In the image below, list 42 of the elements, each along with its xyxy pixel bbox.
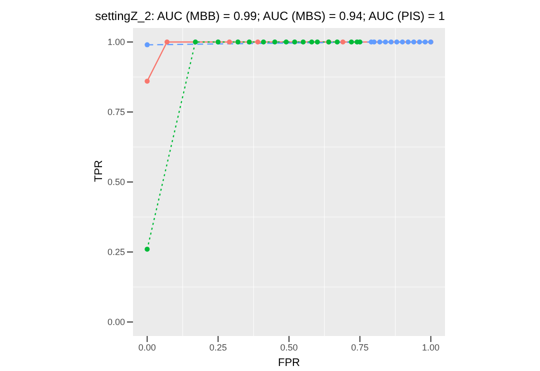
chart-title: settingZ_2: AUC (MBB) = 0.99; AUC (MBS) = 0.94; AUC (PIS) = 1 (94, 8, 446, 24)
point (300, 40, 306, 44)
x-tick-label: 1.00 (422, 342, 440, 352)
point (416, 40, 422, 44)
point (314, 40, 320, 44)
point (382, 40, 388, 44)
x-tick-label: 0.50 (280, 342, 298, 352)
point (340, 40, 346, 44)
point (348, 40, 354, 44)
y-tick-label: 0.25 (107, 247, 125, 258)
x-tick-label: 0.25 (209, 342, 227, 352)
point (235, 40, 240, 44)
point (406, 40, 411, 44)
point (388, 40, 394, 44)
point (255, 40, 260, 44)
point (394, 40, 400, 44)
point (377, 40, 382, 44)
point (272, 40, 278, 44)
point (246, 40, 252, 44)
point (192, 40, 198, 44)
point (422, 40, 428, 44)
x-axis-title: FPR (278, 357, 300, 369)
point (144, 246, 150, 252)
point (216, 40, 221, 44)
y-tick-label: 1.00 (107, 37, 125, 48)
point (284, 40, 289, 44)
point (309, 40, 314, 44)
x-tick-label: 0.00 (138, 342, 156, 352)
point (292, 40, 298, 44)
y-tick-label: 0.75 (107, 107, 125, 118)
point (144, 78, 150, 84)
y-tick-label: 0.00 (107, 317, 125, 328)
point (400, 40, 405, 44)
point (164, 40, 170, 44)
point (226, 40, 232, 44)
point (411, 40, 416, 44)
y-axis-title: TPR (92, 160, 105, 182)
x-tick-label: 0.75 (351, 342, 369, 352)
point (144, 42, 150, 48)
point (260, 40, 266, 44)
y-tick-label: 0.50 (107, 177, 125, 188)
point (334, 40, 340, 44)
